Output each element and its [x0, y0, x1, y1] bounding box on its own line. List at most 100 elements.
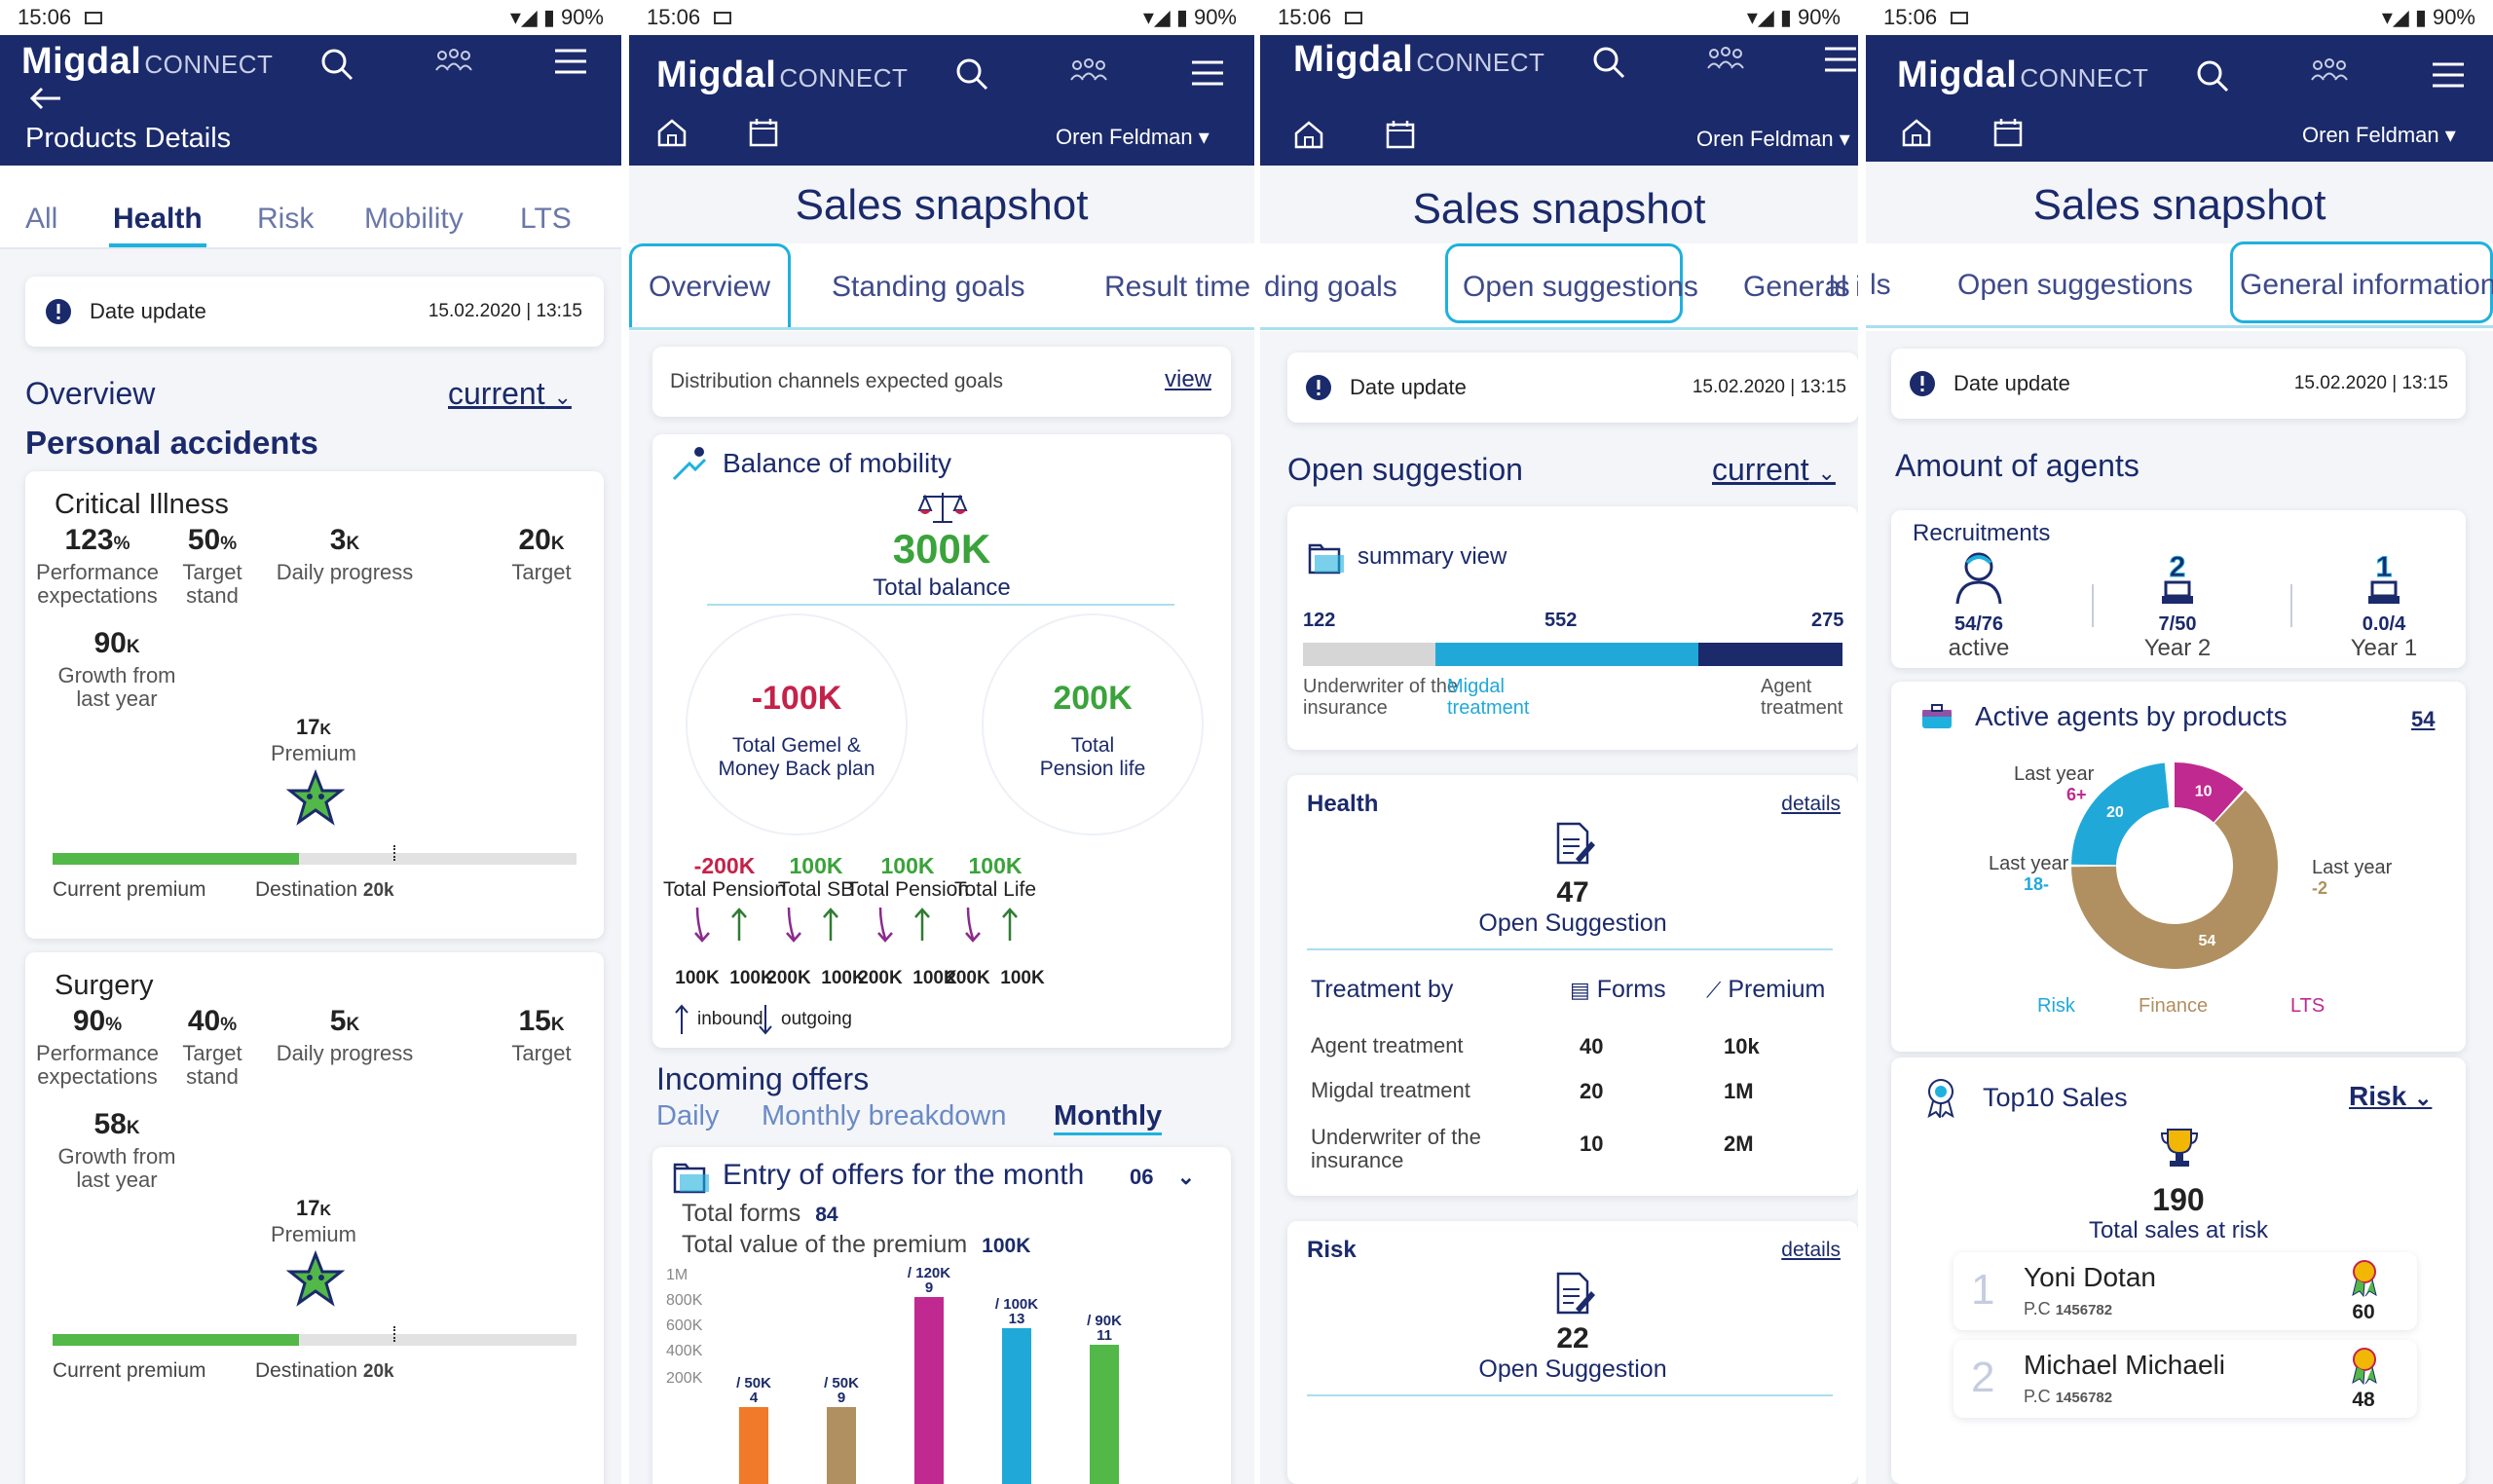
- home-icon[interactable]: [656, 117, 688, 148]
- top-sales-row[interactable]: 2 Michael Michaeli P.C 1456782 48: [1953, 1340, 2417, 1418]
- tab-open-suggestions[interactable]: Open suggestions: [1957, 269, 2193, 301]
- user-menu[interactable]: Oren Feldman ▾: [2302, 123, 2456, 147]
- menu-icon[interactable]: [1823, 45, 1858, 74]
- tab-lts[interactable]: LTS: [520, 203, 572, 235]
- mail-icon: [85, 11, 103, 24]
- document-edit-icon: [1556, 822, 1595, 865]
- search-icon[interactable]: [1591, 45, 1626, 80]
- subtab-daily[interactable]: Daily: [656, 1100, 720, 1132]
- menu-icon[interactable]: [2431, 60, 2466, 90]
- tab-open-suggestions[interactable]: Open suggestions: [1463, 271, 1698, 303]
- folder-icon: [1308, 543, 1344, 575]
- tab-standing-goals[interactable]: ding goals: [1264, 271, 1397, 303]
- search-icon[interactable]: [954, 56, 989, 92]
- team-icon[interactable]: [1706, 45, 1745, 76]
- team-icon[interactable]: [2310, 56, 2349, 88]
- tab-risk[interactable]: Risk: [257, 203, 315, 235]
- wifi-icon: ▾◢: [509, 5, 538, 29]
- overview-heading: Overview: [25, 376, 156, 411]
- tab-overview[interactable]: Overview: [649, 271, 771, 303]
- sub-value: -200K: [693, 853, 756, 878]
- health-details-link[interactable]: details: [1781, 793, 1841, 815]
- health-card: Health details 47 Open Suggestion Treatm…: [1287, 775, 1858, 1196]
- growth-label: Growth from last year: [57, 663, 176, 711]
- total-balance-label: Total balance: [873, 575, 1011, 601]
- team-icon[interactable]: [1069, 56, 1108, 88]
- mobility-icon: [672, 447, 707, 481]
- tab-health[interactable]: Health: [113, 203, 203, 235]
- award-icon: [1927, 1079, 1954, 1118]
- info-icon: [46, 299, 71, 324]
- active-agents-count[interactable]: 54: [2411, 707, 2436, 731]
- app-header: Migdal CONNECT Products Details: [0, 35, 621, 166]
- calendar-icon[interactable]: [1385, 119, 1416, 150]
- current-dropdown[interactable]: current ⌄: [448, 376, 572, 411]
- date-update-card: Date update 15.02.2020 | 13:15: [1287, 352, 1858, 423]
- back-arrow-icon[interactable]: [29, 86, 62, 111]
- inbound-arrow-icon: [914, 908, 930, 941]
- divider: [1307, 948, 1833, 950]
- team-icon[interactable]: [434, 47, 473, 78]
- bar-risk: [1002, 1328, 1031, 1484]
- gemel-label-2: Money Back plan: [718, 758, 875, 780]
- kpi-label: Daily progress: [276, 560, 414, 584]
- tab-general-information[interactable]: General information: [2240, 269, 2493, 301]
- kpi-label: Target: [511, 560, 572, 584]
- month-selector[interactable]: 06 ⌄: [1130, 1165, 1196, 1189]
- home-icon[interactable]: [1901, 117, 1932, 148]
- subtab-monthly-breakdown[interactable]: Monthly breakdown: [762, 1100, 1007, 1132]
- status-bar: 15:06 ▾◢ ▮ 90%: [1866, 0, 2493, 35]
- view-link[interactable]: view: [1164, 366, 1211, 392]
- tab-mobility[interactable]: Mobility: [364, 203, 464, 235]
- risk-details-link[interactable]: details: [1781, 1239, 1841, 1261]
- calendar-icon[interactable]: [1992, 117, 2024, 148]
- summary-bar-underwriter: [1303, 643, 1435, 666]
- top10-filter-dropdown[interactable]: Risk ⌄: [2349, 1081, 2433, 1111]
- tab-general-information[interactable]: General in: [1743, 271, 1858, 303]
- bar-health: [1090, 1345, 1119, 1484]
- menu-icon[interactable]: [1190, 58, 1225, 88]
- kpi-value: 90%: [72, 1005, 123, 1037]
- kpi-label: Target stand: [182, 1041, 242, 1089]
- mail-icon: [1345, 11, 1363, 24]
- premium-value: 17K: [295, 1196, 332, 1220]
- health-count-label: Open Suggestion: [1478, 909, 1667, 937]
- battery-level: 90%: [1797, 5, 1841, 29]
- user-menu[interactable]: Oren Feldman ▾: [1056, 125, 1209, 149]
- search-icon[interactable]: [2195, 58, 2230, 93]
- user-menu[interactable]: Oren Feldman ▾: [1696, 127, 1850, 151]
- tab-goals[interactable]: ls: [1829, 271, 1850, 303]
- tab-goals[interactable]: ls: [1870, 269, 1891, 301]
- tab-underline: [629, 327, 1254, 330]
- year1-value: 0.0/4: [2362, 613, 2406, 635]
- search-icon[interactable]: [319, 47, 354, 82]
- top10-total: 190: [2152, 1182, 2205, 1217]
- bar-pension: [739, 1407, 768, 1484]
- treatment-row-label: Agent treatment: [1311, 1033, 1464, 1057]
- treatment-row-label: Migdal treatment: [1311, 1078, 1470, 1102]
- bar-target-label: / 100K: [995, 1296, 1038, 1313]
- growth-value: 90K: [93, 627, 140, 659]
- tab-all[interactable]: All: [25, 203, 58, 235]
- battery-icon: ▮: [1779, 5, 1792, 29]
- home-icon[interactable]: [1293, 119, 1324, 150]
- page-title: Sales snapshot: [795, 181, 1089, 229]
- kpi-value: 40%: [187, 1005, 238, 1037]
- tab-result-time[interactable]: Result time: [1104, 271, 1251, 303]
- top10-total-label: Total sales at risk: [2088, 1217, 2269, 1243]
- bar-count-label: 4: [750, 1390, 759, 1406]
- risk-card: Risk details 22 Open Suggestion: [1287, 1221, 1858, 1484]
- current-dropdown[interactable]: current ⌄: [1712, 452, 1836, 487]
- tab-underline: [1260, 327, 1858, 330]
- calendar-icon[interactable]: [748, 117, 779, 148]
- bar-lts: [914, 1297, 944, 1484]
- bar-target-label: / 50K: [736, 1375, 771, 1391]
- tab-general-information-frame: [2230, 241, 2493, 323]
- y-tick-label: 1M: [666, 1267, 688, 1283]
- brand-logo: Migdal CONNECT: [656, 55, 909, 95]
- top-sales-row[interactable]: 1 Yoni Dotan P.C 1456782 60: [1953, 1252, 2417, 1330]
- menu-icon[interactable]: [553, 47, 588, 76]
- subtab-monthly[interactable]: Monthly: [1054, 1100, 1163, 1135]
- tab-standing-goals[interactable]: Standing goals: [832, 271, 1025, 303]
